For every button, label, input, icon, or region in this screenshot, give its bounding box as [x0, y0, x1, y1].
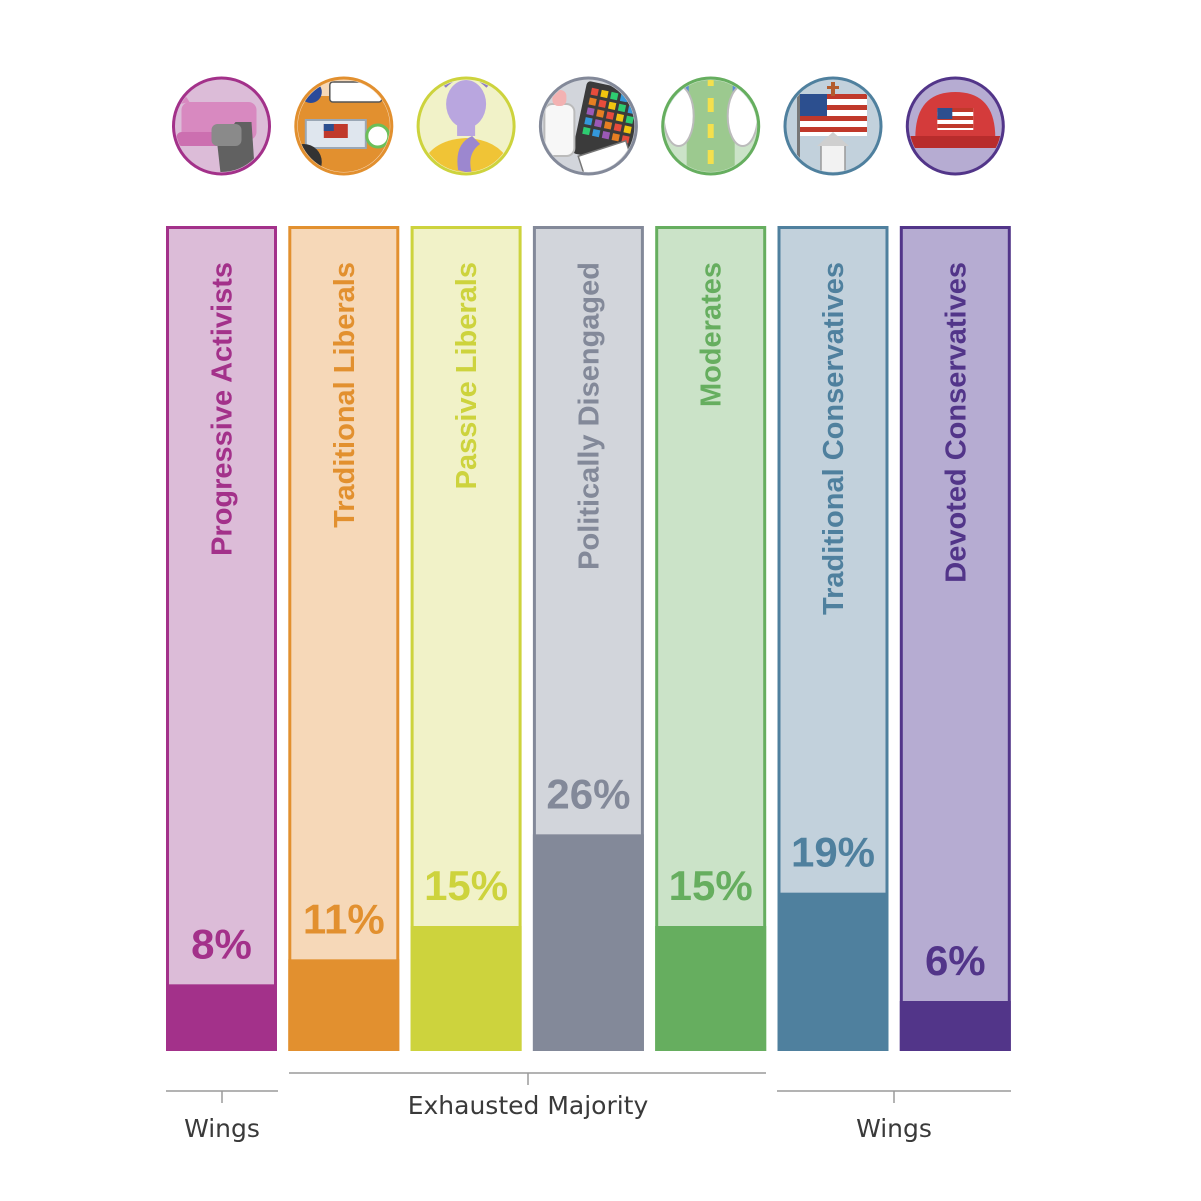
bar-fill-politically-disengaged: [532, 834, 644, 1051]
category-label-traditional-liberals: Traditional Liberals: [329, 262, 361, 528]
group-2-wings: Wings: [777, 1090, 1011, 1143]
value-label-traditional-liberals: 11%: [303, 895, 385, 942]
category-label-progressive-activists: Progressive Activists: [207, 262, 239, 556]
category-label-devoted-conservatives: Devoted Conservatives: [940, 262, 972, 583]
bar-progressive-activists: 8% Progressive Activists: [166, 226, 277, 1051]
icons-row: [172, 76, 1005, 176]
pink-hat-fist-icon: [172, 76, 271, 176]
bar-fill-moderates: [655, 926, 767, 1051]
flag-church-icon: [783, 76, 883, 176]
bar-moderates: 15% Moderates: [655, 226, 767, 1051]
thinking-person-icon: [416, 76, 516, 176]
value-label-passive-liberals: 15%: [424, 862, 508, 909]
value-label-traditional-conservatives: 19%: [791, 829, 875, 876]
sneakers-road-icon: [661, 76, 761, 176]
value-label-moderates: 15%: [669, 862, 753, 909]
category-label-politically-disengaged: Politically Disengaged: [573, 262, 605, 570]
group-label: Wings: [856, 1114, 932, 1143]
bar-traditional-conservatives: 19% Traditional Conservatives: [777, 226, 889, 1051]
category-label-traditional-conservatives: Traditional Conservatives: [818, 262, 850, 615]
car-bumper-stickers-icon: [294, 76, 394, 176]
bar-devoted-conservatives: 6% Devoted Conservatives: [899, 226, 1011, 1051]
group-label: Exhausted Majority: [408, 1091, 649, 1120]
bar-frame-progressive-activists: [166, 226, 277, 1051]
bar-frame-devoted-conservatives: [899, 226, 1011, 1051]
bar-politically-disengaged: 26% Politically Disengaged: [532, 226, 644, 1051]
group-label: Wings: [184, 1114, 260, 1143]
bar-fill-traditional-liberals: [288, 959, 400, 1051]
group-0-wings: Wings: [166, 1090, 278, 1143]
bar-fill-devoted-conservatives: [899, 1001, 1011, 1051]
value-label-politically-disengaged: 26%: [546, 770, 630, 817]
bottle-tablet-price-icon: [538, 76, 638, 176]
bar-passive-liberals: 15% Passive Liberals: [410, 226, 522, 1051]
bar-frame-traditional-liberals: [288, 226, 400, 1051]
bars-group: 8% Progressive Activists 11% Traditional Li…: [166, 226, 1011, 1051]
bar-frame-passive-liberals: [410, 226, 522, 1051]
red-cap-flag-icon: [905, 76, 1005, 176]
bar-fill-progressive-activists: [166, 984, 277, 1051]
value-label-devoted-conservatives: 6%: [925, 937, 986, 984]
value-label-progressive-activists: 8%: [191, 920, 252, 967]
bar-traditional-liberals: 11% Traditional Liberals: [288, 226, 400, 1051]
category-label-moderates: Moderates: [696, 262, 728, 407]
bar-fill-traditional-conservatives: [777, 892, 889, 1051]
group-1-exhausted-majority: Exhausted Majority: [289, 1072, 766, 1120]
bar-fill-passive-liberals: [410, 926, 522, 1051]
category-label-passive-liberals: Passive Liberals: [451, 262, 483, 489]
group-brackets: Wings Exhausted Majority Wings: [166, 1072, 1011, 1143]
